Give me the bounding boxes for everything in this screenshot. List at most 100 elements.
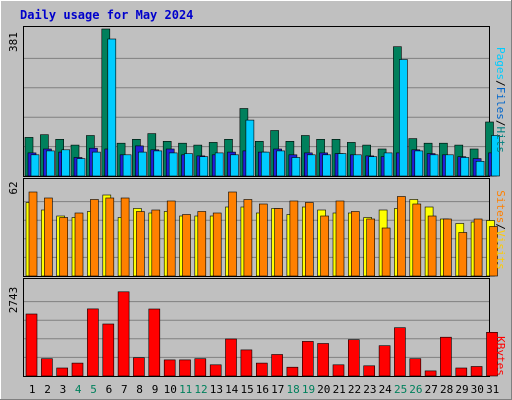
bar-pages-day-28 — [445, 154, 454, 177]
bar-pages-day-27 — [429, 154, 439, 177]
chart-title: Daily usage for May 2024 — [20, 8, 193, 22]
bar-sites-day-2 — [44, 197, 53, 277]
bar-pages-day-3 — [61, 149, 71, 177]
x-tick-label: 26 — [409, 383, 422, 396]
bar-kbytes-day-4 — [71, 362, 84, 377]
bar-pages-day-1 — [30, 154, 40, 177]
x-tick-label: 23 — [363, 383, 376, 396]
bar-kbytes-day-14 — [225, 338, 237, 377]
bar-sites-day-31 — [489, 226, 498, 277]
bar-pages-day-30 — [475, 161, 485, 177]
bar-sites-day-19 — [304, 202, 314, 277]
x-tick-label: 31 — [486, 383, 499, 396]
bar-sites-day-27 — [427, 215, 437, 277]
x-tick-label: 8 — [136, 383, 143, 396]
bar-kbytes-day-11 — [179, 359, 191, 377]
x-tick-label: 25 — [394, 383, 407, 396]
panel-visits: 62 Sites/Visits — [7, 178, 507, 277]
x-tick-label: 17 — [271, 383, 284, 396]
bar-pages-day-29 — [460, 157, 470, 177]
bar-sites-day-3 — [59, 217, 69, 277]
bar-sites-day-1 — [28, 191, 38, 277]
bar-sites-day-21 — [335, 200, 345, 277]
bar-kbytes-day-6 — [102, 323, 115, 377]
bar-pages-day-23 — [368, 156, 378, 177]
bar-kbytes-day-13 — [209, 364, 222, 377]
bar-sites-day-29 — [458, 232, 468, 277]
bar-sites-day-13 — [212, 212, 222, 277]
x-tick-label: 22 — [348, 383, 361, 396]
panel-hits-bars — [24, 28, 500, 177]
bar-sites-day-30 — [473, 218, 483, 277]
bar-kbytes-day-17 — [271, 354, 283, 377]
legend-part: Sites — [494, 190, 507, 223]
x-axis-day-labels: 1 2 3 4 5 6 7 8 9 10 11 12 13 14 15 16 17 18 19 20 21 22 23 24 2… — [29, 383, 499, 396]
bar-pages-day-21 — [337, 153, 347, 177]
panel-hits-legend: Pages/Files/Hits — [494, 47, 507, 153]
legend-part: Hits — [494, 127, 507, 154]
bar-sites-day-20 — [320, 215, 329, 277]
bar-kbytes-day-7 — [117, 291, 130, 377]
bar-sites-day-12 — [197, 211, 207, 277]
bar-pages-day-11 — [184, 153, 193, 177]
bar-pages-day-31 — [491, 135, 500, 177]
bar-kbytes-day-1 — [25, 313, 38, 377]
bar-kbytes-day-5 — [87, 308, 99, 377]
x-tick-label: 5 — [90, 383, 97, 396]
bar-kbytes-day-19 — [301, 341, 314, 377]
x-tick-label: 10 — [164, 383, 177, 396]
x-tick-label: 3 — [60, 383, 67, 396]
x-tick-label: 21 — [333, 383, 346, 396]
panel-visits-legend: Sites/Visits — [494, 190, 507, 270]
bar-kbytes-day-31 — [486, 331, 498, 377]
panel-visits-ymax-label: 62 — [7, 181, 20, 194]
bar-kbytes-day-27 — [424, 370, 437, 377]
x-tick-label: 30 — [471, 383, 484, 396]
x-tick-label: 11 — [179, 383, 192, 396]
x-tick-label: 27 — [425, 383, 438, 396]
legend-part: Visits — [494, 230, 507, 270]
panel-kbytes-bars — [25, 291, 498, 377]
legend-part: / — [494, 80, 507, 87]
bar-sites-day-5 — [90, 199, 99, 277]
x-tick-label: 19 — [302, 383, 315, 396]
bar-pages-day-19 — [306, 154, 316, 177]
bar-kbytes-day-21 — [332, 364, 345, 377]
bar-kbytes-day-20 — [317, 343, 329, 377]
bar-sites-day-28 — [443, 218, 452, 277]
legend-part: Pages — [494, 47, 507, 80]
bar-sites-day-4 — [74, 212, 84, 277]
bar-pages-day-24 — [383, 152, 393, 177]
bar-kbytes-day-25 — [394, 327, 406, 377]
x-tick-label: 29 — [455, 383, 468, 396]
x-tick-label: 1 — [29, 383, 36, 396]
x-tick-label: 14 — [225, 383, 239, 396]
panel-visits-bars — [25, 191, 498, 277]
x-tick-label: 4 — [75, 383, 82, 396]
bar-pages-day-22 — [352, 154, 362, 177]
bar-sites-day-10 — [166, 200, 176, 277]
bar-kbytes-day-2 — [41, 358, 53, 377]
bar-pages-day-8 — [138, 151, 147, 177]
bar-pages-day-13 — [214, 152, 224, 177]
x-tick-label: 15 — [240, 383, 253, 396]
bar-kbytes-day-3 — [56, 367, 69, 377]
x-tick-label: 6 — [106, 383, 113, 396]
bar-sites-day-14 — [228, 191, 237, 277]
bar-kbytes-day-16 — [255, 362, 268, 377]
bar-pages-day-14 — [230, 154, 239, 177]
bar-kbytes-day-30 — [470, 366, 483, 377]
panel-kbytes-gridlines — [24, 301, 489, 358]
legend-part: / — [494, 120, 507, 127]
panel-kbytes-ymax-label: 2743 — [7, 287, 20, 314]
bar-kbytes-day-12 — [194, 358, 207, 377]
bar-pages-day-7 — [122, 154, 132, 177]
bar-pages-day-12 — [199, 156, 209, 177]
bar-sites-day-24 — [381, 227, 391, 277]
panel-hits-ymax-label: 381 — [7, 32, 20, 52]
x-tick-label: 16 — [256, 383, 269, 396]
x-tick-label: 20 — [317, 383, 330, 396]
x-tick-label: 18 — [286, 383, 299, 396]
bar-kbytes-day-24 — [378, 345, 391, 377]
